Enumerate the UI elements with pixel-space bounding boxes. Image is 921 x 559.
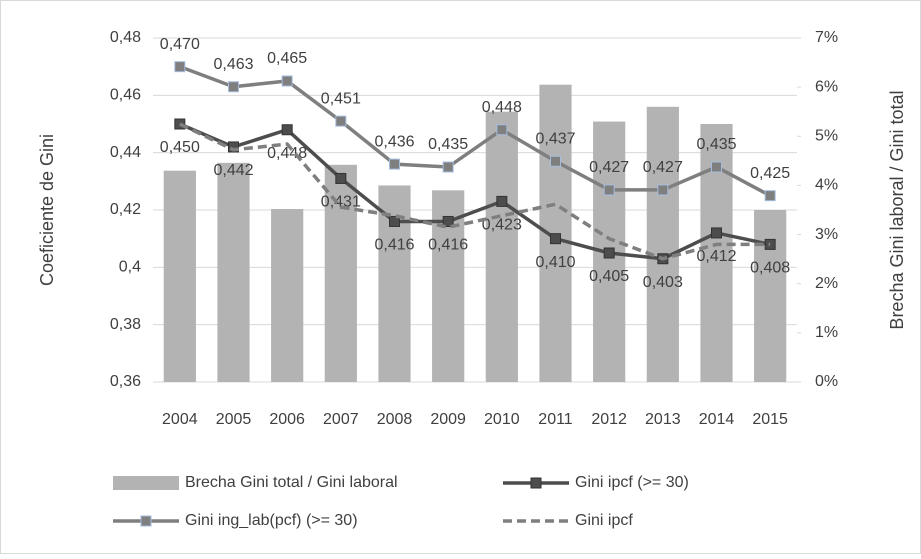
data-label: 0,405 <box>589 268 629 285</box>
data-label: 0,412 <box>696 248 736 265</box>
marker <box>496 124 508 136</box>
x-tick-label: 2009 <box>430 411 466 428</box>
x-tick-label: 2011 <box>538 411 573 428</box>
data-label: 0,435 <box>696 136 736 153</box>
data-label: 0,416 <box>428 237 468 254</box>
data-label: 0,436 <box>374 133 414 150</box>
bar <box>163 170 196 382</box>
data-label: 0,450 <box>160 139 200 156</box>
marker <box>389 158 400 170</box>
bar <box>217 162 250 382</box>
data-label: 0,437 <box>535 130 575 147</box>
x-tick-label: 2005 <box>216 411 252 428</box>
x-tick-label: 2015 <box>752 411 788 428</box>
data-label: 0,427 <box>643 159 683 176</box>
legend-swatch <box>113 476 179 490</box>
x-tick-label: 2008 <box>377 411 413 428</box>
y-axis-title: Coeficiente de Gini <box>37 134 57 286</box>
marker <box>550 155 561 167</box>
marker <box>442 161 454 173</box>
bar <box>754 210 787 382</box>
marker <box>603 184 615 196</box>
legend-label: Brecha Gini total / Gini laboral <box>185 474 398 491</box>
data-label: 0,448 <box>482 99 522 116</box>
marker <box>603 247 615 259</box>
y2-tick-label: 1% <box>815 324 838 341</box>
y-tick-label: 0,36 <box>110 373 141 390</box>
marker <box>335 115 347 127</box>
y2-tick-label: 4% <box>815 177 838 194</box>
y2-tick-label: 7% <box>815 29 838 46</box>
y-tick-label: 0,38 <box>110 316 141 333</box>
legend-marker <box>530 477 542 489</box>
marker <box>389 215 400 227</box>
y-tick-label: 0,44 <box>110 144 141 161</box>
legend-label: Gini ipcf (>= 30) <box>575 474 689 491</box>
marker <box>657 184 669 196</box>
y-tick-label: 0,46 <box>110 87 141 104</box>
x-tick-label: 2012 <box>591 411 627 428</box>
marker <box>281 124 293 136</box>
y2-tick-label: 2% <box>815 275 838 292</box>
marker <box>228 81 239 93</box>
data-label: 0,416 <box>374 237 414 254</box>
marker <box>281 75 293 87</box>
y2-tick-label: 0% <box>815 373 838 390</box>
line <box>179 65 771 198</box>
y2-tick-label: 3% <box>815 226 838 243</box>
marker <box>764 190 776 202</box>
data-label: 0,463 <box>213 56 253 73</box>
line <box>179 122 771 261</box>
line <box>179 122 771 261</box>
y2-axis-title: Brecha Gini laboral / Gini total <box>887 90 907 329</box>
x-tick-label: 2014 <box>699 411 735 428</box>
x-tick-label: 2010 <box>484 411 520 428</box>
marker <box>228 141 239 153</box>
x-tick-label: 2006 <box>269 411 305 428</box>
data-label: 0,427 <box>589 159 629 176</box>
marker <box>174 61 186 73</box>
data-label: 0,410 <box>535 254 575 271</box>
marker <box>711 161 722 173</box>
bar <box>324 164 357 382</box>
x-tick-label: 2007 <box>323 411 359 428</box>
data-label: 0,442 <box>213 162 253 179</box>
legend-marker <box>140 515 152 527</box>
marker <box>550 233 561 245</box>
y-tick-label: 0,4 <box>119 259 141 276</box>
legend-label: Gini ipcf <box>575 512 633 529</box>
y2-tick-label: 5% <box>815 128 838 145</box>
data-label: 0,470 <box>160 36 200 53</box>
data-label: 0,408 <box>750 260 790 277</box>
legend-label: Gini ing_lab(pcf) (>= 30) <box>185 512 358 529</box>
y2-tick-label: 6% <box>815 78 838 95</box>
data-label: 0,435 <box>428 136 468 153</box>
data-label: 0,423 <box>482 217 522 234</box>
bar <box>646 106 679 383</box>
data-label: 0,403 <box>643 274 683 291</box>
bar <box>271 209 304 382</box>
data-label: 0,425 <box>750 165 790 182</box>
data-label: 0,465 <box>267 50 307 67</box>
data-label: 0,451 <box>321 90 361 107</box>
x-tick-label: 2013 <box>645 411 681 428</box>
marker <box>335 172 347 184</box>
marker <box>442 215 454 227</box>
bar <box>485 111 518 382</box>
marker <box>496 195 508 207</box>
x-tick-label: 2004 <box>162 411 198 428</box>
y-tick-label: 0,42 <box>110 201 141 218</box>
y-tick-label: 0,48 <box>110 29 141 46</box>
marker <box>711 227 722 239</box>
